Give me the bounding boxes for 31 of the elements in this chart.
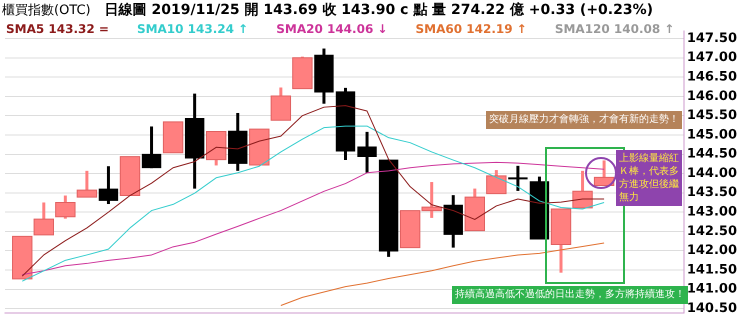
candlestick xyxy=(508,166,528,191)
legend-label: SMA120 140.08 ↑ xyxy=(554,22,674,36)
candlestick xyxy=(34,202,54,236)
y-tick-label: 146.50 xyxy=(686,69,738,84)
y-tick-label: 141.00 xyxy=(686,282,738,297)
y-tick-label: 142.00 xyxy=(686,243,738,258)
y-tick-label: 141.50 xyxy=(686,262,738,278)
text: SMA10 143.24 ↑ xyxy=(136,22,248,36)
y-tick-label: 140.50 xyxy=(686,300,738,316)
candlestick xyxy=(142,126,162,168)
candlestick xyxy=(357,132,377,173)
text: SMA5 143.32 = xyxy=(6,22,109,36)
text: SMA60 142.19 ↑ xyxy=(416,22,527,36)
candlestick xyxy=(98,166,118,204)
annotation: 持續高過高低不過低的日出走勢，多方將持續進攻！ xyxy=(452,286,688,304)
y-tick-label: 145.50 xyxy=(686,108,738,124)
y-tick-label: 147.50 xyxy=(686,30,738,46)
text: SMA20 144.06 ↓ xyxy=(276,22,388,36)
annotation: 突破月線壓力才會轉強，才會有新的走勢！ xyxy=(486,111,682,129)
y-tick-label: 143.50 xyxy=(686,185,738,200)
text: 上影線量縮紅Ｋ棒，代表多方進攻但後繼無力 xyxy=(616,150,682,206)
y-tick-label: 144.00 xyxy=(686,166,738,181)
chart-subtitle: 日線圖 2019/11/25 開 143.69 收 143.90 c 點 量 274.22 億 +0.33 (+0.23%) xyxy=(104,2,654,18)
chart-title: 櫃買指數(OTC) xyxy=(2,3,91,18)
y-tick-label: 144.50 xyxy=(686,146,738,162)
y-tick-label: 146.00 xyxy=(686,88,738,104)
y-tick-label: 143.00 xyxy=(686,204,738,220)
candlestick xyxy=(55,196,76,219)
y-tick-label: 142.50 xyxy=(686,224,738,239)
y-tick-label: 147.00 xyxy=(686,50,738,66)
y-tick-label: 145.00 xyxy=(686,127,738,142)
